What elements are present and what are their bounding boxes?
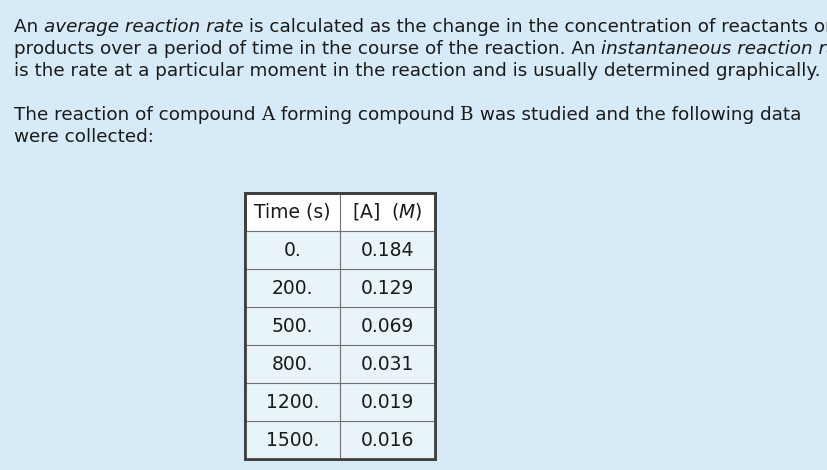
Text: A: A <box>261 106 275 124</box>
Text: 0.069: 0.069 <box>361 316 414 336</box>
Bar <box>245 307 434 345</box>
Bar <box>245 269 434 307</box>
Text: was studied and the following data: was studied and the following data <box>473 106 801 124</box>
Text: B: B <box>460 106 473 124</box>
Text: 0.019: 0.019 <box>361 392 414 412</box>
Bar <box>245 193 434 459</box>
Text: An: An <box>14 18 44 36</box>
Text: The reaction of compound: The reaction of compound <box>14 106 261 124</box>
Text: products over a period of time in the course of the reaction. An: products over a period of time in the co… <box>14 40 600 58</box>
Text: were collected:: were collected: <box>14 128 154 146</box>
Text: is calculated as the change in the concentration of reactants or: is calculated as the change in the conce… <box>243 18 827 36</box>
Text: 1200.: 1200. <box>265 392 318 412</box>
Text: $[\mathrm{A}]$  $(\mathit{M})$: $[\mathrm{A}]$ $(\mathit{M})$ <box>351 202 423 222</box>
Bar <box>245 193 434 459</box>
Text: 1500.: 1500. <box>265 431 318 449</box>
Text: 0.016: 0.016 <box>361 431 414 449</box>
Text: instantaneous reaction rate: instantaneous reaction rate <box>600 40 827 58</box>
Bar <box>245 421 434 459</box>
Bar <box>245 231 434 269</box>
Text: 0.184: 0.184 <box>361 241 414 259</box>
Bar <box>245 383 434 421</box>
Text: Time (s): Time (s) <box>254 203 330 221</box>
Text: forming compound: forming compound <box>275 106 460 124</box>
Text: 0.: 0. <box>284 241 301 259</box>
Bar <box>245 345 434 383</box>
Text: is the rate at a particular moment in the reaction and is usually determined gra: is the rate at a particular moment in th… <box>14 62 820 80</box>
Text: average reaction rate: average reaction rate <box>44 18 243 36</box>
Text: 800.: 800. <box>271 354 313 374</box>
Text: 500.: 500. <box>271 316 313 336</box>
Text: 0.129: 0.129 <box>361 279 414 298</box>
Text: 200.: 200. <box>271 279 313 298</box>
Text: 0.031: 0.031 <box>361 354 414 374</box>
